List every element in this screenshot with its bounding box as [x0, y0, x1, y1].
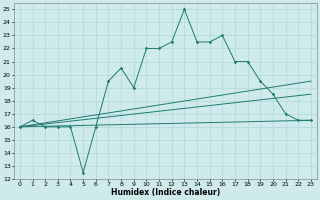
X-axis label: Humidex (Indice chaleur): Humidex (Indice chaleur) — [111, 188, 220, 197]
